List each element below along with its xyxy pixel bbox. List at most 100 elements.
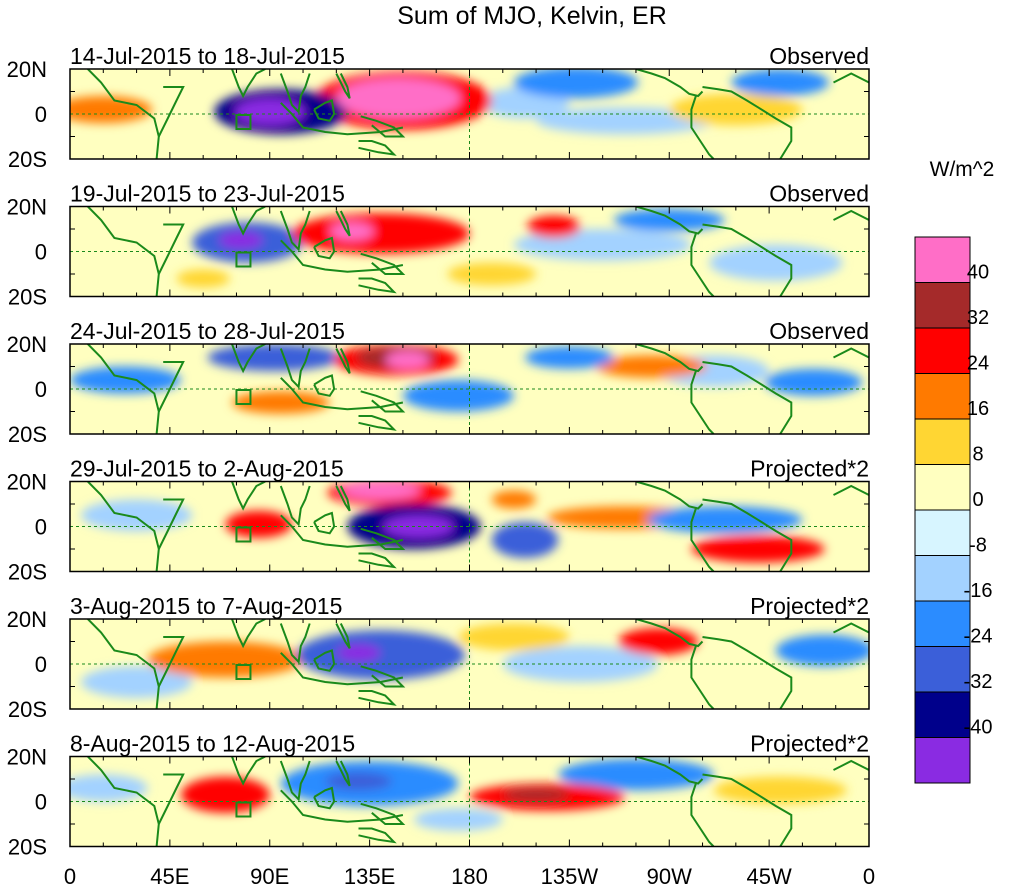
- anomaly-cell: [70, 96, 153, 123]
- anomaly-cell: [291, 213, 470, 254]
- x-tick-label: 90W: [647, 864, 692, 889]
- coastline: [335, 760, 351, 787]
- colorbar-swatch: [914, 555, 971, 602]
- panel-2: 20N 0 20S 19-Jul-2015 to 23-Jul-2015 Observe…: [7, 181, 870, 310]
- anomaly-cell: [458, 623, 570, 651]
- anomaly-cell: [527, 215, 581, 238]
- anomaly-cell: [613, 208, 725, 232]
- anomaly-cell: [447, 262, 537, 286]
- coastline: [360, 252, 406, 275]
- coastline: [635, 619, 704, 648]
- coastline: [358, 415, 397, 431]
- anomaly-cell: [225, 510, 292, 538]
- anomaly-field: [70, 756, 869, 847]
- coastline: [358, 690, 397, 706]
- colorbar-label: 0: [972, 489, 983, 511]
- anomaly-cell: [70, 774, 148, 802]
- coastline: [635, 481, 704, 510]
- reference-box: [235, 389, 252, 405]
- coastline: [279, 623, 311, 664]
- y-tick-label: 0: [35, 652, 47, 677]
- anomaly-cell: [691, 535, 825, 563]
- coastline: [157, 86, 185, 137]
- anomaly-cell: [81, 499, 193, 531]
- anomaly-cell: [491, 490, 537, 509]
- reference-box: [235, 801, 252, 818]
- panel-1: 20N 0 20S 14-Jul-2015 to 18-Jul-2015 Observe…: [7, 43, 870, 172]
- colorbar-swatch: [914, 691, 971, 738]
- y-tick-label: 20N: [7, 470, 47, 495]
- coastline: [690, 95, 715, 159]
- anomaly-cell: [329, 222, 375, 241]
- colorbar-label: 40: [967, 262, 989, 284]
- reference-box: [235, 526, 252, 543]
- coastline: [833, 759, 869, 771]
- panel-status-label: Observed: [769, 318, 869, 344]
- figure-title: Sum of MJO, Kelvin, ER: [397, 2, 667, 30]
- anomaly-field: [70, 206, 869, 297]
- coastline: [231, 756, 266, 786]
- coastline: [335, 210, 351, 237]
- coastline: [157, 773, 185, 825]
- coastline: [157, 636, 185, 687]
- coastline: [635, 756, 704, 785]
- anomaly-cell: [513, 69, 639, 99]
- colorbar: 40 32 24 16 8 0 -8 -16 -24 -32 -40: [914, 236, 993, 784]
- coastline: [231, 69, 266, 99]
- anomaly-field: [70, 619, 869, 709]
- coastline: [690, 233, 715, 297]
- x-tick-label: 45E: [150, 864, 189, 889]
- y-tick-label: 20S: [8, 422, 47, 447]
- anomaly-cell: [340, 481, 421, 500]
- panel-period-label: 14-Jul-2015 to 18-Jul-2015: [70, 43, 345, 69]
- colorbar-label: 8: [972, 444, 983, 466]
- anomaly-cell: [713, 776, 847, 804]
- coastline: [702, 361, 793, 434]
- anomaly-field: [70, 344, 869, 434]
- anomaly-cell: [647, 506, 803, 534]
- anomaly-cell: [731, 69, 830, 96]
- anomaly-cell: [775, 634, 869, 667]
- anomaly-cell: [218, 231, 264, 250]
- coastline: [231, 481, 266, 511]
- panel-status-label: Observed: [769, 43, 869, 69]
- coastline: [358, 277, 397, 294]
- panel-period-label: 24-Jul-2015 to 28-Jul-2015: [70, 318, 345, 344]
- y-tick-label: 20S: [8, 147, 47, 172]
- panel-3: 20N 0 20S 24-Jul-2015 to 28-Jul-2015 Observe…: [7, 318, 870, 447]
- anomaly-cell: [709, 244, 843, 281]
- colorbar-label: 16: [967, 398, 989, 420]
- coastline: [335, 485, 351, 512]
- x-tick-label: 0: [64, 864, 76, 889]
- y-tick-label: 0: [35, 102, 47, 127]
- coastline: [335, 348, 351, 374]
- panel-period-label: 29-Jul-2015 to 2-Aug-2015: [70, 456, 344, 482]
- colorbar-label: -16: [964, 580, 993, 602]
- y-tick-label: 20N: [7, 195, 47, 220]
- panel-period-label: 8-Aug-2015 to 12-Aug-2015: [70, 731, 355, 757]
- coastline: [157, 361, 185, 412]
- anomaly-cell: [207, 344, 341, 371]
- y-tick-label: 0: [35, 515, 47, 540]
- anomaly-cell: [176, 269, 230, 288]
- panel-period-label: 3-Aug-2015 to 7-Aug-2015: [70, 593, 342, 619]
- coastline: [231, 206, 266, 236]
- x-tick-label: 45W: [747, 864, 792, 889]
- colorbar-swatch: [914, 373, 971, 420]
- panel-status-label: Observed: [769, 181, 869, 207]
- anomaly-cell: [147, 641, 304, 678]
- y-tick-label: 20N: [7, 607, 47, 632]
- y-tick-label: 0: [35, 240, 47, 265]
- y-tick-label: 20S: [8, 560, 47, 585]
- x-tick-label: 135W: [541, 864, 599, 889]
- colorbar-swatch: [914, 327, 971, 374]
- coastline: [702, 498, 793, 572]
- colorbar-swatch: [914, 236, 971, 283]
- coastline: [635, 69, 704, 98]
- y-tick-label: 0: [35, 377, 47, 402]
- coastline: [690, 645, 715, 709]
- coastline: [702, 773, 793, 847]
- coastline: [635, 344, 704, 373]
- anomaly-cell: [234, 98, 306, 126]
